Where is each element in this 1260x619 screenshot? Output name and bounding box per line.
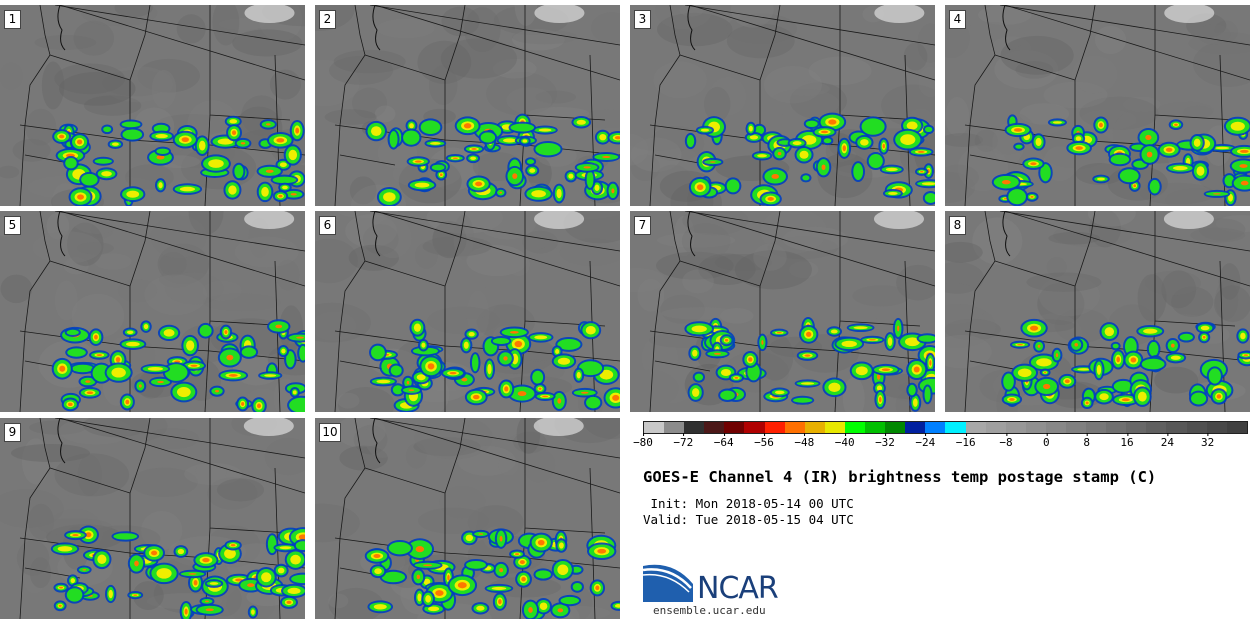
colorbar-tick: 16: [1120, 433, 1134, 449]
map-image: [0, 418, 305, 619]
ncar-logo-icon: [643, 564, 693, 602]
panel-label: 7: [634, 216, 651, 235]
panel-9: 9: [0, 418, 305, 619]
map-image: [0, 5, 305, 206]
map-image: [945, 5, 1250, 206]
colorbar-tick: −48: [794, 433, 815, 449]
panel-4: 4: [945, 5, 1250, 206]
colorbar-swatch: [1025, 422, 1046, 433]
colorbar-tick: 24: [1160, 433, 1174, 449]
colorbar-swatch: [965, 422, 986, 433]
colorbar-tick: 0: [1043, 433, 1050, 449]
panel-label: 3: [634, 10, 651, 29]
colorbar-tick: −64: [713, 433, 734, 449]
colorbar-tick: −80: [633, 433, 653, 449]
colorbar-swatch: [844, 422, 866, 433]
panel-label: 2: [319, 10, 336, 29]
colorbar-swatch: [1045, 422, 1066, 433]
colorbar-swatch: [704, 422, 725, 433]
colorbar-swatch: [985, 422, 1006, 433]
colorbar-swatch: [905, 422, 926, 433]
colorbar-swatch: [1086, 422, 1107, 433]
colorbar-tick: −8: [999, 433, 1013, 449]
colorbar-tick: −24: [915, 433, 936, 449]
colorbar-tick: −56: [754, 433, 774, 449]
panel-10: 10: [315, 418, 620, 619]
page-title: GOES-E Channel 4 (IR) brightness temp po…: [643, 468, 1157, 486]
panel-8: 8: [945, 211, 1250, 412]
colorbar-swatch: [885, 422, 906, 433]
panel-7: 7: [630, 211, 935, 412]
colorbar-swatch: [865, 422, 886, 433]
panel-label: 10: [319, 423, 341, 442]
colorbar-tick: −72: [673, 433, 694, 449]
colorbar-swatch: [744, 422, 765, 433]
map-image: [315, 5, 620, 206]
colorbar-swatch: [764, 422, 785, 433]
colorbar-swatch: [1106, 422, 1127, 433]
colorbar-ticks: −80 −72 −64 −56 −48 −40 −32 −24 −16 −8 0…: [633, 433, 1248, 456]
colorbar-swatch: [925, 422, 946, 433]
colorbar-swatch: [1146, 422, 1167, 433]
colorbar-swatch: [945, 422, 966, 433]
init-time: Init: Mon 2018-05-14 00 UTC: [643, 496, 854, 511]
colorbar-swatch: [784, 422, 805, 433]
colorbar-tick: −40: [834, 433, 855, 449]
colorbar-swatch: [724, 422, 745, 433]
panel-label: 6: [319, 216, 336, 235]
colorbar: [643, 421, 1248, 434]
map-image: [630, 5, 935, 206]
panel-3: 3: [630, 5, 935, 206]
panel-label: 5: [4, 216, 21, 235]
colorbar-tick: 32: [1201, 433, 1215, 449]
colorbar-swatch: [1126, 422, 1147, 433]
map-image: [630, 211, 935, 412]
colorbar-tick: 8: [1083, 433, 1090, 449]
colorbar-swatch: [644, 422, 665, 433]
panel-label: 1: [4, 10, 21, 29]
map-image: [315, 418, 620, 619]
colorbar-tick: −32: [875, 433, 895, 449]
panel-6: 6: [315, 211, 620, 412]
colorbar-swatch: [1206, 422, 1227, 433]
colorbar-swatch: [824, 422, 845, 433]
colorbar-swatch: [804, 422, 825, 433]
panel-5: 5: [0, 211, 305, 412]
logo-text: NCAR: [697, 571, 779, 606]
colorbar-swatch: [664, 422, 685, 433]
panel-label: 8: [949, 216, 966, 235]
colorbar-swatch: [1226, 422, 1247, 433]
logo-url: ensemble.ucar.edu: [653, 604, 766, 617]
colorbar-tick: −16: [955, 433, 976, 449]
colorbar-swatch: [1186, 422, 1207, 433]
map-image: [315, 211, 620, 412]
colorbar-swatch: [684, 422, 705, 433]
map-image: [0, 211, 305, 412]
colorbar-swatch: [1166, 422, 1187, 433]
panel-2: 2: [315, 5, 620, 206]
colorbar-swatch: [1005, 422, 1026, 433]
map-image: [945, 211, 1250, 412]
panel-label: 4: [949, 10, 966, 29]
panel-label: 9: [4, 423, 21, 442]
panel-1: 1: [0, 5, 305, 206]
colorbar-swatch: [1065, 422, 1087, 433]
valid-time: Valid: Tue 2018-05-15 04 UTC: [643, 512, 854, 527]
